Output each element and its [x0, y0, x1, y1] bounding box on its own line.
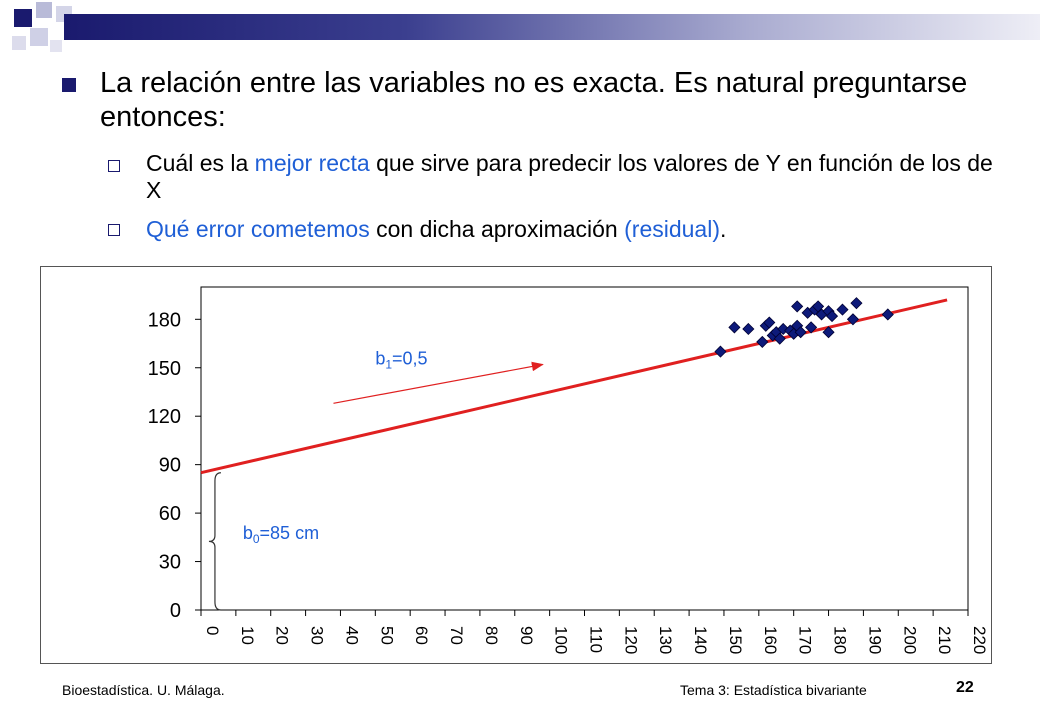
- data-point: [742, 322, 755, 336]
- x-tick-label: 150: [726, 626, 745, 654]
- sub2-end: .: [720, 216, 727, 242]
- x-tick-label: 130: [656, 626, 675, 654]
- y-tick-label: 60: [159, 503, 181, 525]
- page-number: 22: [956, 679, 974, 696]
- x-tick-label: 70: [447, 626, 466, 645]
- deco-square: [30, 28, 48, 46]
- data-point: [850, 297, 863, 310]
- x-tick-label: 20: [273, 626, 292, 645]
- data-point: [756, 335, 769, 348]
- x-tick-label: 80: [482, 626, 501, 645]
- data-point: [773, 332, 786, 345]
- slope-label: b1=0,5: [375, 349, 427, 372]
- footer-topic: Tema 3: Estadística bivariante: [680, 682, 867, 698]
- data-point: [881, 308, 894, 321]
- y-tick-label: 180: [148, 309, 181, 331]
- x-tick-label: 210: [935, 626, 954, 654]
- x-tick-label: 180: [831, 626, 850, 654]
- header-bar: [64, 14, 1040, 40]
- sub2-highlight: Qué error cometemos: [146, 216, 370, 242]
- deco-square: [14, 9, 32, 27]
- main-bullet-text: La relación entre las variables no es ex…: [100, 67, 968, 133]
- data-point: [836, 303, 849, 316]
- data-point: [846, 313, 860, 326]
- data-point: [791, 300, 804, 313]
- x-tick-label: 220: [970, 626, 989, 654]
- bullet-square-icon: [62, 78, 76, 92]
- scatter-chart: 0 30 60 90 120 150 180 0 10 20 30 40 50 60 70 80 90 100 11…: [148, 286, 989, 654]
- slope-arrow: [333, 361, 544, 404]
- x-tick-label: 50: [377, 626, 396, 645]
- data-point: [763, 316, 776, 329]
- x-tick-label: 100: [552, 626, 571, 654]
- sub2-middle: con dicha aproximación: [369, 216, 625, 242]
- y-tick-label: 90: [159, 455, 181, 477]
- intercept-label: b0=85 cm: [243, 523, 319, 546]
- y-tick-label: 30: [159, 552, 181, 574]
- deco-square: [50, 40, 62, 52]
- header-decoration: [0, 0, 1040, 56]
- sub1-prefix: Cuál es la: [146, 150, 255, 176]
- x-tick-label: 170: [796, 626, 815, 654]
- footer-institution: Bioestadística. U. Málaga.: [62, 682, 225, 698]
- data-point: [805, 321, 818, 334]
- sub-bullet-2: Qué error cometemos con dicha aproximaci…: [146, 216, 1006, 243]
- x-tick-label: 140: [691, 626, 710, 654]
- y-tick-label: 0: [170, 600, 181, 622]
- data-point: [714, 345, 727, 358]
- x-tick-label: 0: [203, 626, 222, 635]
- x-tick-label: 160: [761, 626, 780, 654]
- y-tick-label: 150: [148, 358, 181, 380]
- checkbox-bullet-icon: [108, 160, 120, 172]
- chart-frame: 0 30 60 90 120 150 180 0 10 20 30 40 50 60 70 80 90 100 11…: [40, 266, 992, 664]
- deco-square: [36, 2, 52, 18]
- data-point: [822, 326, 835, 339]
- intercept-brace: [208, 472, 221, 611]
- regression-line: [200, 298, 948, 475]
- x-tick-label: 120: [621, 626, 640, 654]
- x-tick-label: 110: [587, 626, 606, 653]
- x-tick-label: 10: [238, 626, 257, 645]
- sub2-highlight2: (residual): [624, 216, 720, 242]
- data-point: [728, 321, 741, 334]
- x-tick-label: 190: [865, 626, 884, 654]
- x-tick-label: 40: [342, 626, 361, 645]
- x-tick-label: 30: [308, 626, 327, 645]
- x-tick-label: 90: [517, 626, 536, 645]
- plot-area: [200, 286, 969, 611]
- data-point: [794, 326, 807, 339]
- sub-bullet-1: Cuál es la mejor recta que sirve para pr…: [146, 150, 1006, 204]
- deco-square: [12, 36, 26, 50]
- sub1-suffix: que sirve para predecir los valores de Y…: [146, 150, 993, 203]
- checkbox-bullet-icon: [108, 224, 120, 236]
- x-tick-label: 60: [412, 626, 431, 645]
- x-tick-label: 200: [900, 626, 919, 654]
- y-tick-label: 120: [148, 406, 181, 428]
- sub1-highlight: mejor recta: [254, 150, 370, 176]
- data-point: [825, 310, 839, 323]
